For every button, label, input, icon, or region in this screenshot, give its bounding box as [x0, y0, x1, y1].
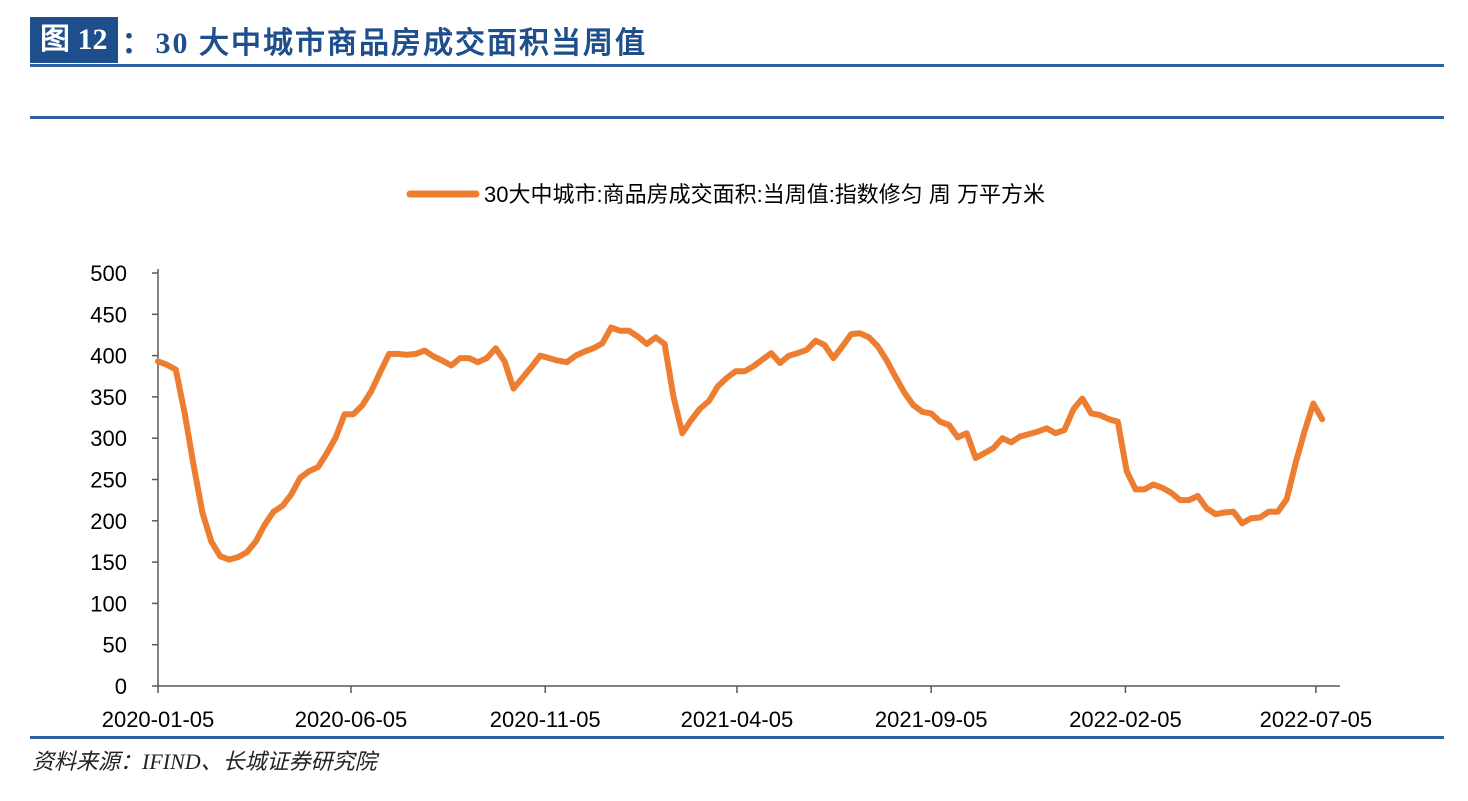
x-tick-label: 2021-04-05	[681, 707, 794, 732]
chart-top-rule	[30, 116, 1444, 119]
y-tick-label: 150	[90, 550, 127, 575]
series-line	[155, 324, 1326, 563]
y-tick-label: 400	[90, 344, 127, 369]
y-tick-label: 300	[90, 426, 127, 451]
y-tick-label: 100	[90, 591, 127, 616]
x-tick-label: 2021-09-05	[875, 707, 988, 732]
x-tick-label: 2020-11-05	[490, 707, 601, 732]
footer-rule	[30, 736, 1444, 739]
figure-title-separator: ：	[121, 27, 152, 60]
y-tick-label: 350	[90, 385, 127, 410]
y-tick-label: 0	[115, 674, 127, 699]
figure-number-badge: 图 12	[30, 17, 118, 63]
y-tick-label: 500	[90, 261, 127, 286]
x-tick-label: 2020-06-05	[295, 707, 408, 732]
header-rule	[30, 64, 1444, 67]
x-tick-label: 2022-07-05	[1260, 707, 1373, 732]
figure-header: 图 12 ： 30 大中城市商品房成交面积当周值	[30, 16, 647, 64]
legend-label: 30大中城市:商品房成交面积:当周值:指数修匀 周 万平方米	[484, 182, 1045, 207]
figure-title: 30 大中城市商品房成交面积当周值	[155, 27, 647, 60]
y-tick-label: 450	[90, 302, 127, 327]
y-tick-label: 50	[103, 633, 127, 658]
x-tick-label: 2020-01-05	[102, 707, 215, 732]
y-tick-label: 200	[90, 509, 127, 534]
y-tick-label: 250	[90, 468, 127, 493]
source-note: 资料来源：IFIND、长城证券研究院	[32, 749, 377, 774]
x-tick-label: 2022-02-05	[1069, 707, 1182, 732]
